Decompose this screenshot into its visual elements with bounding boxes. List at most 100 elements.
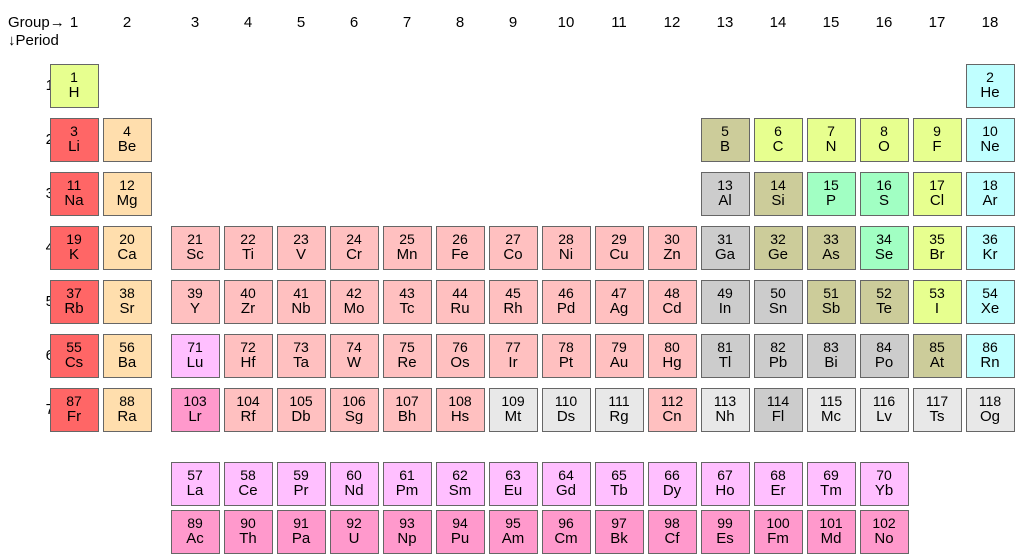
element-Te: 52Te — [860, 280, 909, 324]
element-symbol: Tl — [719, 355, 732, 372]
group-label-14: 14 — [766, 14, 790, 31]
element-Sg: 106Sg — [330, 388, 379, 432]
element-Os: 76Os — [436, 334, 485, 378]
element-symbol: C — [773, 139, 784, 156]
element-number: 46 — [558, 286, 574, 301]
element-number: 64 — [558, 468, 574, 483]
element-symbol: Rh — [503, 301, 522, 318]
element-symbol: W — [347, 355, 361, 372]
element-Ru: 44Ru — [436, 280, 485, 324]
group-label-3: 3 — [183, 14, 207, 31]
element-Mn: 25Mn — [383, 226, 432, 270]
element-Br: 35Br — [913, 226, 962, 270]
element-number: 33 — [823, 232, 839, 247]
element-symbol: Yb — [875, 483, 893, 500]
element-symbol: Re — [397, 355, 416, 372]
element-symbol: Db — [291, 409, 310, 426]
element-Al: 13Al — [701, 172, 750, 216]
element-symbol: Bi — [824, 355, 837, 372]
element-symbol: Sc — [186, 247, 204, 264]
element-Ts: 117Ts — [913, 388, 962, 432]
element-number: 39 — [187, 286, 203, 301]
element-Fl: 114Fl — [754, 388, 803, 432]
element-S: 16S — [860, 172, 909, 216]
element-number: 65 — [611, 468, 627, 483]
element-Tl: 81Tl — [701, 334, 750, 378]
element-Zn: 30Zn — [648, 226, 697, 270]
group-label-2: 2 — [115, 14, 139, 31]
element-number: 19 — [66, 232, 82, 247]
group-label-5: 5 — [289, 14, 313, 31]
element-Cn: 112Cn — [648, 388, 697, 432]
element-number: 23 — [293, 232, 309, 247]
element-number: 90 — [240, 516, 256, 531]
element-symbol: Mo — [344, 301, 365, 318]
element-symbol: Pm — [396, 483, 419, 500]
element-symbol: Cl — [930, 193, 944, 210]
element-Pb: 82Pb — [754, 334, 803, 378]
element-symbol: Np — [397, 531, 416, 548]
element-symbol: Rf — [241, 409, 256, 426]
element-number: 60 — [346, 468, 362, 483]
element-Rh: 45Rh — [489, 280, 538, 324]
element-O: 8O — [860, 118, 909, 162]
element-Ce: 58Ce — [224, 462, 273, 506]
element-symbol: Se — [875, 247, 893, 264]
element-number: 88 — [119, 394, 135, 409]
element-symbol: Ga — [715, 247, 735, 264]
element-symbol: Nh — [715, 409, 734, 426]
element-Ga: 31Ga — [701, 226, 750, 270]
element-Ca: 20Ca — [103, 226, 152, 270]
element-number: 13 — [717, 178, 733, 193]
element-number: 9 — [933, 124, 941, 139]
element-symbol: Os — [450, 355, 469, 372]
group-label-4: 4 — [236, 14, 260, 31]
element-symbol: F — [932, 139, 941, 156]
element-number: 26 — [452, 232, 468, 247]
element-number: 32 — [770, 232, 786, 247]
element-symbol: Eu — [504, 483, 522, 500]
element-symbol: Ra — [117, 409, 136, 426]
element-Ba: 56Ba — [103, 334, 152, 378]
element-Rn: 86Rn — [966, 334, 1015, 378]
element-number: 99 — [717, 516, 733, 531]
element-H: 1H — [50, 64, 99, 108]
element-Er: 68Er — [754, 462, 803, 506]
element-number: 80 — [664, 340, 680, 355]
element-symbol: Ir — [508, 355, 517, 372]
element-number: 45 — [505, 286, 521, 301]
element-number: 92 — [346, 516, 362, 531]
element-symbol: Lr — [188, 409, 201, 426]
element-symbol: Pr — [294, 483, 309, 500]
element-number: 28 — [558, 232, 574, 247]
element-Mc: 115Mc — [807, 388, 856, 432]
element-He: 2He — [966, 64, 1015, 108]
element-number: 42 — [346, 286, 362, 301]
element-symbol: Rg — [609, 409, 628, 426]
element-number: 72 — [240, 340, 256, 355]
element-number: 89 — [187, 516, 203, 531]
element-symbol: Hg — [662, 355, 681, 372]
element-Eu: 63Eu — [489, 462, 538, 506]
element-symbol: Zn — [663, 247, 681, 264]
element-number: 70 — [876, 468, 892, 483]
element-number: 30 — [664, 232, 680, 247]
element-symbol: Si — [771, 193, 784, 210]
group-label-16: 16 — [872, 14, 896, 31]
element-number: 2 — [986, 70, 994, 85]
element-Sc: 21Sc — [171, 226, 220, 270]
element-symbol: Br — [930, 247, 945, 264]
element-Hg: 80Hg — [648, 334, 697, 378]
element-K: 19K — [50, 226, 99, 270]
element-Tc: 43Tc — [383, 280, 432, 324]
element-symbol: Sb — [822, 301, 840, 318]
element-symbol: Rn — [980, 355, 999, 372]
element-symbol: Ce — [238, 483, 257, 500]
element-symbol: As — [822, 247, 840, 264]
element-Nd: 60Nd — [330, 462, 379, 506]
element-Hs: 108Hs — [436, 388, 485, 432]
element-symbol: Es — [716, 531, 734, 548]
element-Md: 101Md — [807, 510, 856, 554]
element-Sn: 50Sn — [754, 280, 803, 324]
element-C: 6C — [754, 118, 803, 162]
